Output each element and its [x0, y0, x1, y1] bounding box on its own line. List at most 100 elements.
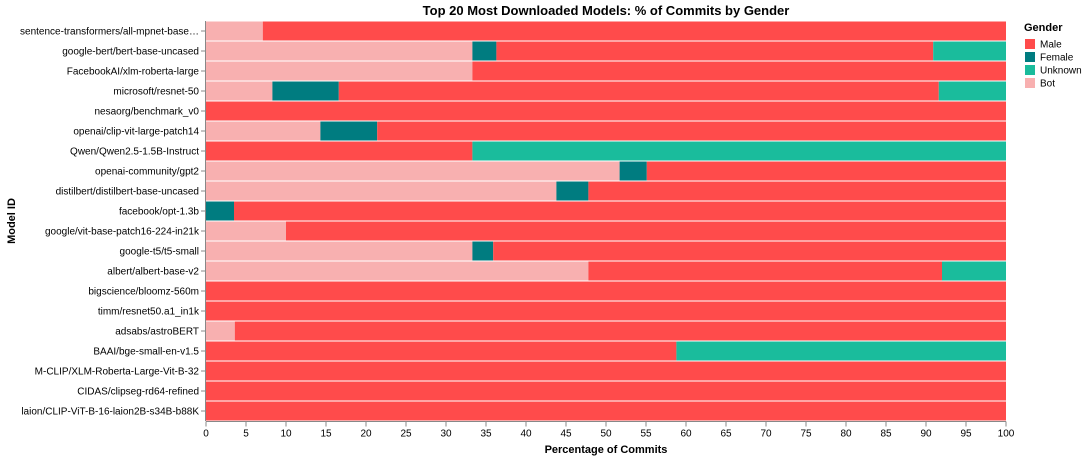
- y-tick-label: google-bert/bert-base-uncased: [62, 47, 199, 58]
- x-tick-label: 95: [960, 429, 972, 440]
- bar-segment-male: [206, 101, 1006, 121]
- bar-segment-bot: [206, 121, 321, 141]
- bar-segment-male: [646, 161, 1006, 181]
- bar-segment-unknown: [676, 341, 1006, 361]
- bar-segment-bot: [206, 261, 589, 281]
- legend-title: Gender: [1024, 22, 1063, 34]
- bar-segment-male: [206, 141, 473, 161]
- bar-segment-female: [619, 161, 647, 181]
- x-tick-label: 65: [720, 429, 732, 440]
- x-tick-label: 0: [203, 429, 209, 440]
- y-tick-label: albert/albert-base-v2: [107, 267, 199, 278]
- y-tick-label: distilbert/distilbert-base-uncased: [56, 187, 199, 198]
- bar-segment-unknown: [942, 261, 1006, 281]
- bar-segment-female: [272, 81, 339, 101]
- bar-segment-male: [206, 301, 1006, 321]
- bar-segment-male: [262, 21, 1006, 41]
- bar-segment-female: [556, 181, 589, 201]
- bar-segment-bot: [206, 21, 263, 41]
- x-tick-label: 80: [840, 429, 852, 440]
- x-tick-label: 10: [280, 429, 292, 440]
- bar-segment-male: [496, 41, 934, 61]
- x-tick-label: 25: [400, 429, 412, 440]
- y-tick-label: adsabs/astroBERT: [115, 327, 199, 338]
- y-tick-label: timm/resnet50.a1_in1k: [98, 307, 200, 318]
- x-tick-label: 45: [560, 429, 572, 440]
- x-tick-label: 75: [800, 429, 812, 440]
- y-tick-label: bigscience/bloomz-560m: [88, 287, 199, 298]
- y-tick-label: sentence-transformers/all-mpnet-base…: [20, 27, 199, 38]
- y-tick-label: microsoft/resnet-50: [113, 87, 199, 98]
- x-tick-label: 85: [880, 429, 892, 440]
- x-tick-label: 35: [480, 429, 492, 440]
- y-tick-label: BAAI/bge-small-en-v1.5: [93, 347, 199, 358]
- bar-segment-bot: [206, 61, 473, 81]
- y-axis: sentence-transformers/all-mpnet-base… goo…: [20, 21, 206, 421]
- legend: Gender Male Female Unknown Bot: [1024, 22, 1082, 90]
- y-tick-label: Qwen/Qwen2.5-1.5B-Instruct: [70, 147, 199, 158]
- bars-group: [206, 21, 1007, 421]
- bar-segment-female: [472, 241, 494, 261]
- bar-segment-male: [206, 281, 1006, 301]
- legend-swatch-unknown: [1025, 65, 1035, 75]
- bar-segment-female: [206, 201, 234, 221]
- legend-swatch-bot: [1025, 78, 1035, 88]
- y-tick-label: openai-community/gpt2: [95, 167, 199, 178]
- legend-swatch-female: [1025, 52, 1035, 62]
- legend-swatch-male: [1025, 39, 1035, 49]
- bar-segment-male: [206, 341, 677, 361]
- bar-segment-male: [206, 401, 1006, 421]
- x-tick-label: 70: [760, 429, 772, 440]
- y-axis-title: Model ID: [6, 198, 18, 244]
- bar-segment-male: [588, 181, 1006, 201]
- bar-segment-bot: [206, 161, 620, 181]
- legend-label-female: Female: [1040, 53, 1074, 64]
- x-tick-label: 50: [600, 429, 612, 440]
- bar-segment-unknown: [933, 41, 1006, 61]
- bar-segment-male: [234, 321, 1007, 341]
- y-tick-label: M-CLIP/XLM-Roberta-Large-Vit-B-32: [35, 367, 200, 378]
- bar-segment-bot: [206, 241, 473, 261]
- bar-segment-male: [493, 241, 1006, 261]
- legend-label-unknown: Unknown: [1040, 66, 1082, 77]
- y-tick-label: laion/CLIP-ViT-B-16-laion2B-s34B-b88K: [21, 407, 199, 418]
- x-tick-label: 40: [520, 429, 532, 440]
- bar-segment-unknown: [472, 141, 1006, 161]
- bar-segment-male: [472, 61, 1006, 81]
- bar-segment-male: [377, 121, 1006, 141]
- bar-segment-female: [472, 41, 497, 61]
- x-axis-title: Percentage of Commits: [545, 444, 668, 456]
- bar-segment-bot: [206, 41, 473, 61]
- y-tick-label: facebook/opt-1.3b: [119, 207, 199, 218]
- x-tick-label: 60: [680, 429, 692, 440]
- bar-segment-male: [206, 381, 1006, 401]
- bar-segment-unknown: [938, 81, 1006, 101]
- x-tick-label: 5: [243, 429, 249, 440]
- y-tick-label: CIDAS/clipseg-rd64-refined: [77, 387, 199, 398]
- bar-segment-male: [234, 201, 1006, 221]
- bar-segment-bot: [206, 181, 557, 201]
- bar-segment-male: [286, 221, 1006, 241]
- y-tick-label: FacebookAI/xlm-roberta-large: [67, 67, 200, 78]
- bar-segment-male: [588, 261, 942, 281]
- y-tick-label: google/vit-base-patch16-224-in21k: [45, 227, 200, 238]
- x-tick-label: 100: [998, 429, 1015, 440]
- bar-segment-bot: [206, 81, 273, 101]
- y-tick-label: nesaorg/benchmark_v0: [94, 107, 199, 118]
- x-axis: 0 5 10 15 20 25 30 35 40 45 50 55 60 65 70 75 80 85 90 95 10…: [203, 421, 1015, 440]
- y-tick-label: google-t5/t5-small: [120, 247, 199, 258]
- chart-title: Top 20 Most Downloaded Models: % of Comm…: [423, 3, 790, 18]
- bar-segment-bot: [206, 321, 235, 341]
- bar-segment-bot: [206, 221, 286, 241]
- bar-segment-female: [320, 121, 378, 141]
- y-tick-label: openai/clip-vit-large-patch14: [73, 127, 199, 138]
- x-tick-label: 55: [640, 429, 652, 440]
- bar-segment-male: [338, 81, 939, 101]
- x-tick-label: 30: [440, 429, 452, 440]
- bar-segment-male: [206, 361, 1006, 381]
- legend-label-male: Male: [1040, 40, 1062, 51]
- legend-label-bot: Bot: [1040, 79, 1055, 90]
- x-tick-label: 20: [360, 429, 372, 440]
